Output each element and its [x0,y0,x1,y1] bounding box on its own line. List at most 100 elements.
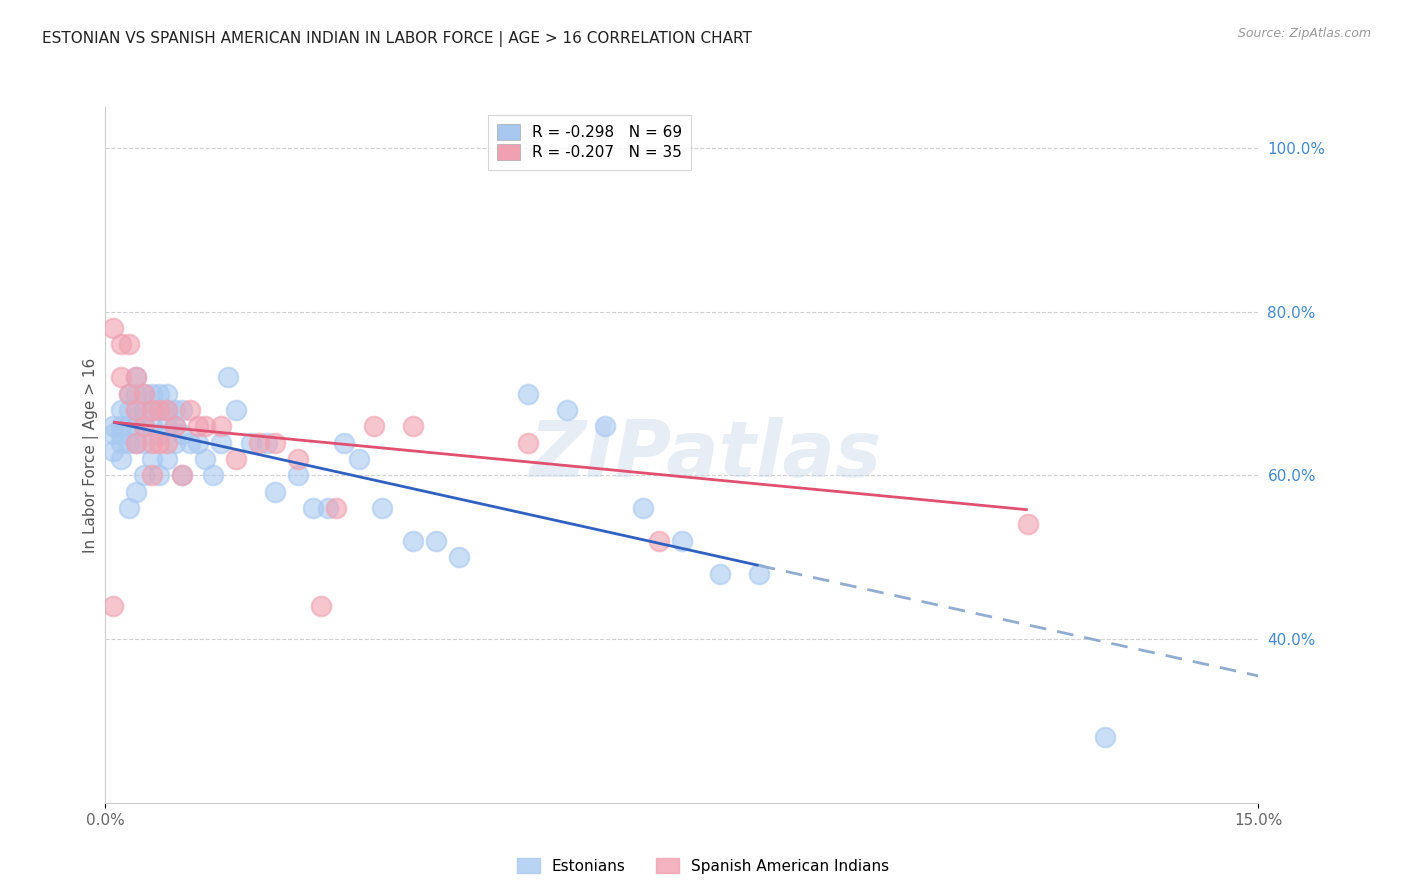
Point [101,427,124,442]
Point [125,435,148,450]
Point [156,452,179,467]
Point [347,452,370,467]
Point [402,419,425,434]
Point [148,403,170,417]
Point [132,403,155,417]
Point [156,435,179,450]
Point [163,419,186,434]
Point [179,403,201,417]
Point [309,599,332,614]
Point [172,403,194,417]
Point [141,435,163,450]
Point [148,435,170,450]
Point [163,419,186,434]
Point [132,386,155,401]
Point [287,452,309,467]
Point [156,386,179,401]
Point [101,443,124,458]
Point [125,370,148,384]
Point [363,419,385,434]
Point [709,566,731,581]
Point [671,533,693,548]
Point [132,386,155,401]
Point [1094,731,1116,745]
Legend: Estonians, Spanish American Indians: Estonians, Spanish American Indians [510,852,896,880]
Point [125,484,148,499]
Point [110,452,132,467]
Point [247,435,270,450]
Point [172,468,194,483]
Point [425,533,447,548]
Point [125,419,148,434]
Point [117,435,139,450]
Point [141,419,163,434]
Point [125,403,148,417]
Point [141,403,163,417]
Point [132,419,155,434]
Point [287,468,309,483]
Point [110,419,132,434]
Point [148,427,170,442]
Point [1017,517,1039,532]
Point [125,386,148,401]
Point [110,337,132,351]
Legend: R = -0.298   N = 69, R = -0.207   N = 35: R = -0.298 N = 69, R = -0.207 N = 35 [488,115,692,169]
Point [132,419,155,434]
Point [117,419,139,434]
Point [141,452,163,467]
Point [256,435,278,450]
Point [101,321,124,335]
Point [318,501,340,516]
Point [132,435,155,450]
Point [187,419,209,434]
Point [194,452,217,467]
Point [217,370,239,384]
Y-axis label: In Labor Force | Age > 16: In Labor Force | Age > 16 [83,358,98,552]
Point [132,468,155,483]
Point [117,337,139,351]
Point [117,403,139,417]
Point [125,403,148,417]
Point [156,403,179,417]
Point [117,386,139,401]
Point [110,370,132,384]
Point [648,533,671,548]
Point [633,501,655,516]
Point [110,435,132,450]
Point [209,419,232,434]
Point [325,501,347,516]
Point [593,419,616,434]
Point [141,386,163,401]
Point [163,403,186,417]
Point [447,550,470,565]
Point [402,533,425,548]
Point [141,403,163,417]
Point [117,386,139,401]
Point [110,427,132,442]
Point [555,403,578,417]
Point [202,468,225,483]
Point [225,452,247,467]
Point [263,435,285,450]
Text: Source: ZipAtlas.com: Source: ZipAtlas.com [1237,27,1371,40]
Point [156,403,179,417]
Point [209,435,232,450]
Point [117,501,139,516]
Point [179,435,201,450]
Point [371,501,394,516]
Point [148,386,170,401]
Point [156,419,179,434]
Point [148,468,170,483]
Point [148,403,170,417]
Point [332,435,354,450]
Point [172,468,194,483]
Point [194,419,217,434]
Point [263,484,285,499]
Point [101,599,124,614]
Point [748,566,770,581]
Point [225,403,247,417]
Point [240,435,263,450]
Point [125,435,148,450]
Text: ZIPatlas: ZIPatlas [529,417,882,493]
Point [125,370,148,384]
